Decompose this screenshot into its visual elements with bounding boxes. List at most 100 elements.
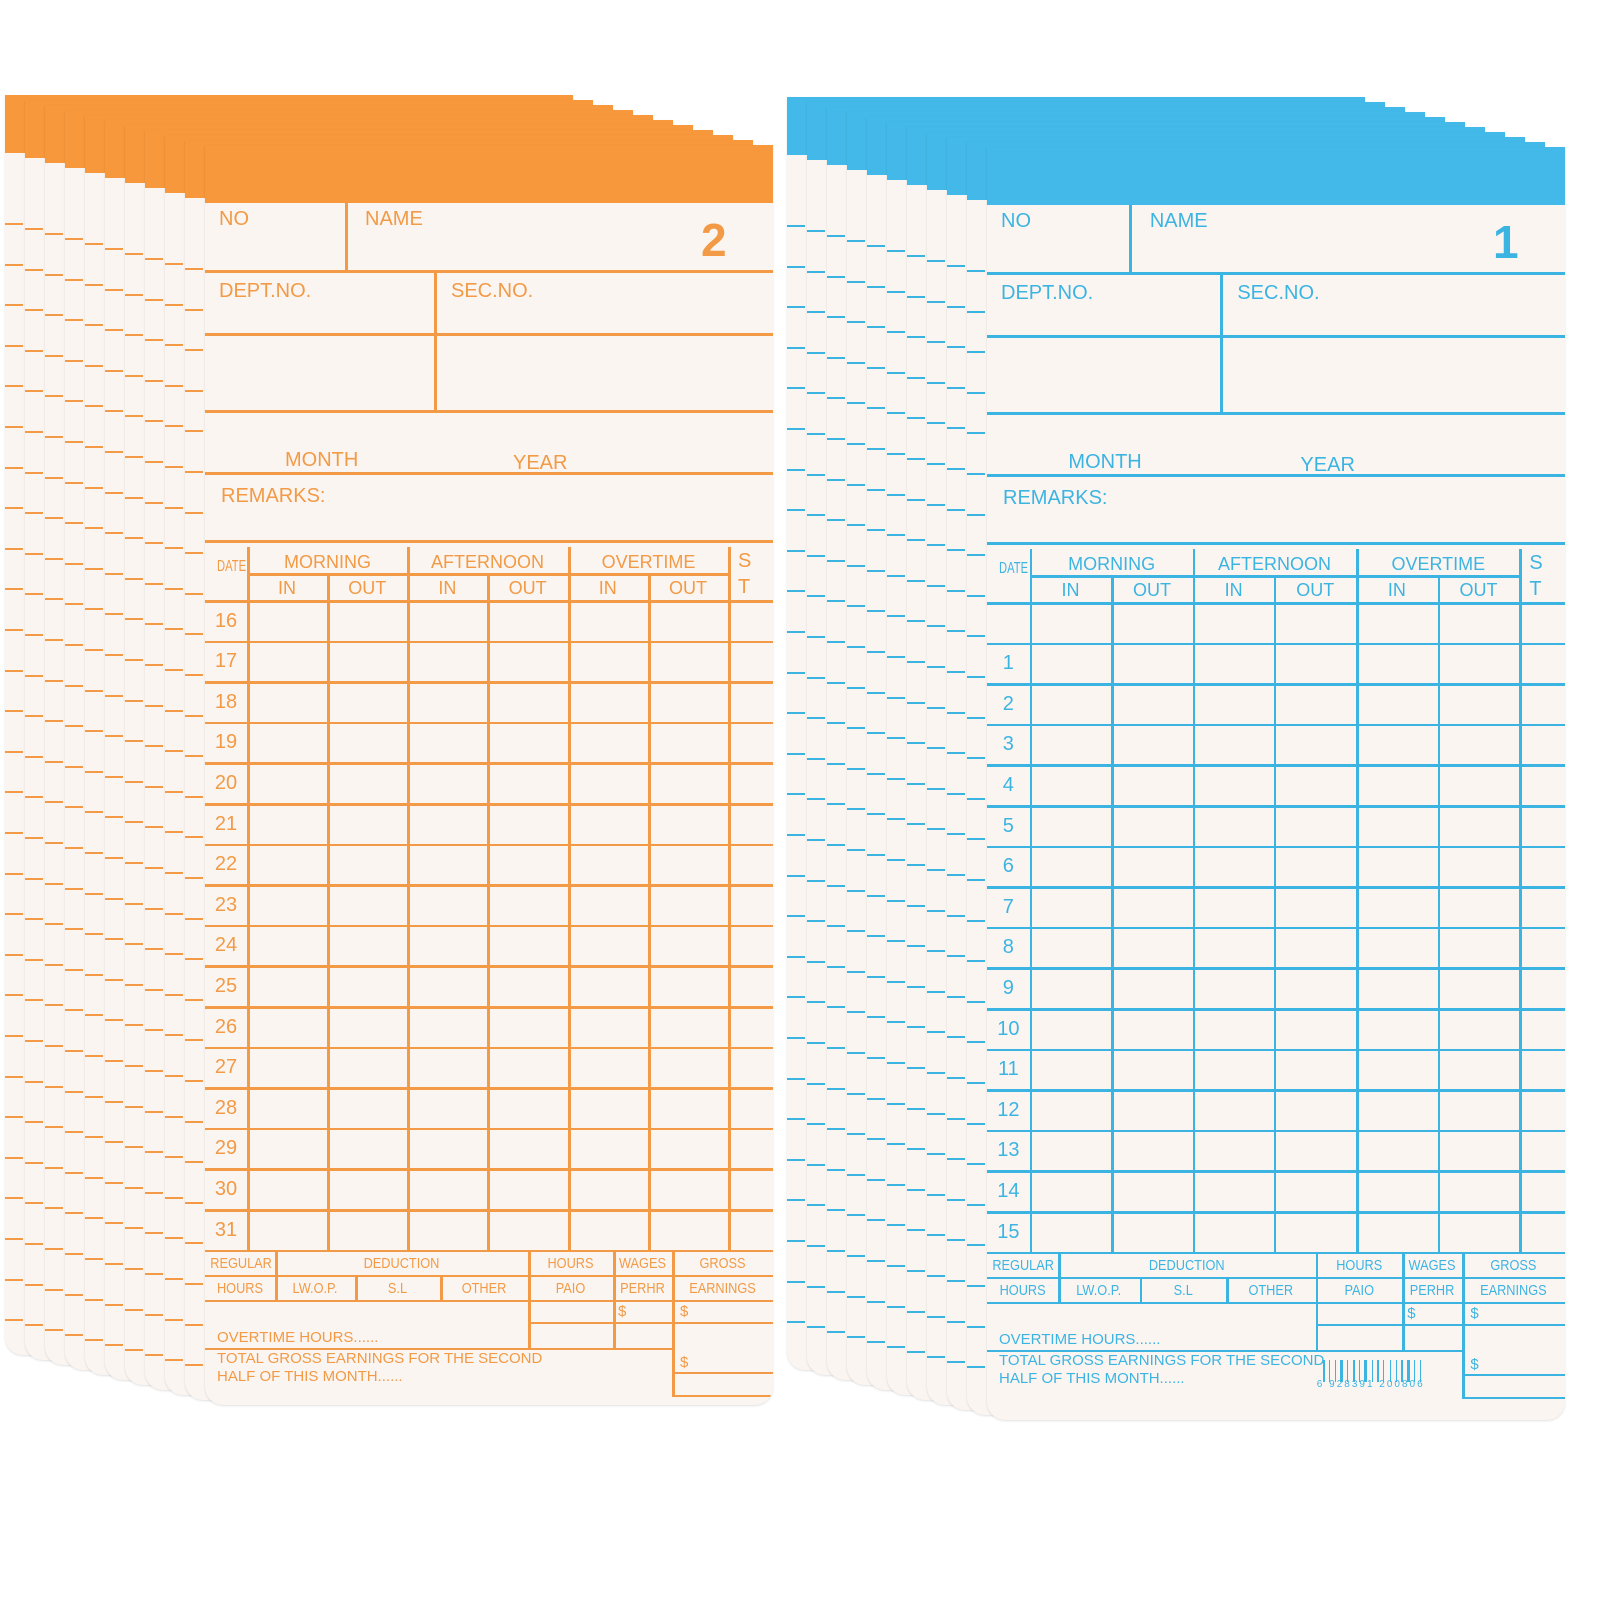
rule-line [887, 534, 905, 537]
rule-line [867, 772, 885, 775]
rule-line [5, 710, 23, 713]
rule-line [165, 587, 183, 590]
rule-line [165, 750, 183, 753]
date-number: 12 [997, 1098, 1020, 1121]
rule-line [867, 732, 885, 735]
rule-line [5, 1156, 23, 1159]
rule-line [85, 770, 103, 773]
rule-line [247, 547, 250, 1250]
overtime-hours-label: OVERTIME HOURS...... [999, 1330, 1161, 1348]
rule-line [807, 1042, 825, 1044]
date-number: 6 [1002, 855, 1014, 878]
rule-line [967, 1163, 985, 1166]
rule-line [887, 1183, 905, 1186]
rule-line [105, 329, 123, 332]
rule-line [907, 661, 925, 663]
date-number: 16 [214, 609, 238, 632]
rule-line [25, 1040, 43, 1042]
date-number: 26 [214, 1015, 238, 1038]
sec-no-label: SEC.NO. [451, 280, 534, 302]
rule-line [1111, 575, 1114, 1252]
rule-line [25, 674, 43, 677]
rule-line [85, 852, 103, 854]
rule-line [847, 849, 865, 851]
rule-line [867, 1300, 885, 1303]
rule-line [105, 1344, 123, 1347]
rule-line [947, 1158, 965, 1161]
rule-line [907, 417, 925, 420]
rule-line [907, 1148, 925, 1151]
rule-line [967, 391, 985, 394]
rule-line [847, 605, 865, 608]
rule-line [827, 235, 845, 237]
rule-line [85, 649, 103, 651]
rule-line [85, 811, 103, 814]
rule-line [1519, 549, 1522, 1252]
barcode-bar [1363, 1359, 1367, 1382]
rule-line [967, 554, 985, 557]
rule-line [927, 1275, 945, 1277]
rule-line [45, 1126, 63, 1129]
rule-line [5, 1116, 23, 1119]
rule-line [25, 958, 43, 961]
hours-paid-label: HOURS [1335, 1256, 1382, 1274]
rule-line [927, 1112, 945, 1115]
rule-line [65, 1131, 83, 1134]
rule-line [185, 674, 203, 676]
rule-line [867, 651, 885, 653]
rule-line [847, 443, 865, 445]
rule-line [927, 381, 945, 384]
rule-line [85, 446, 103, 448]
rule-line [105, 978, 123, 981]
rule-line [867, 326, 885, 329]
rule-line [947, 752, 965, 755]
period-header: MORNING [284, 552, 371, 572]
paid-label: PAIO [555, 1279, 586, 1297]
rule-line [867, 488, 885, 491]
rule-line [867, 854, 885, 856]
rule-line [568, 547, 571, 1250]
rule-line [947, 1077, 965, 1079]
period-header: MORNING [1068, 554, 1156, 574]
rule-line [847, 727, 865, 730]
rule-line [927, 869, 945, 871]
rule-line [847, 524, 865, 527]
rule-line [947, 874, 965, 876]
rule-line [827, 1250, 845, 1252]
rule-line [927, 422, 945, 425]
rule-line [907, 376, 925, 379]
rule-line [125, 496, 143, 499]
date-number: 27 [214, 1056, 238, 1079]
remarks-label: REMARKS: [221, 485, 326, 507]
barcode-bar [1395, 1359, 1397, 1382]
rule-line [927, 1234, 945, 1237]
rule-line [987, 723, 1565, 727]
rule-line [45, 760, 63, 763]
rule-line [165, 669, 183, 671]
rule-line [145, 461, 163, 463]
rule-line [907, 985, 925, 988]
date-number: 8 [1002, 936, 1014, 959]
rule-line [967, 1000, 985, 1003]
rule-line [927, 503, 945, 506]
rule-line [847, 361, 865, 364]
rule-line [787, 1037, 805, 1039]
rule-line [165, 1196, 183, 1199]
dept-no-label: DEPT.NO. [1001, 282, 1094, 304]
rule-line [967, 594, 985, 597]
dollar-sign: $ [680, 1353, 689, 1371]
rule-line [145, 1313, 163, 1316]
rule-line [827, 844, 845, 846]
rule-line [847, 1133, 865, 1136]
gross-label: GROSS [699, 1254, 746, 1272]
rule-line [987, 1129, 1565, 1133]
rule-line [165, 1359, 183, 1362]
date-number: 5 [1002, 814, 1014, 837]
rule-line [205, 884, 773, 887]
rule-line [887, 453, 905, 455]
rule-line [45, 354, 63, 357]
rule-line [887, 980, 905, 983]
rule-line [165, 628, 183, 631]
wages-label: WAGES [618, 1254, 666, 1272]
rule-line [987, 642, 1565, 646]
